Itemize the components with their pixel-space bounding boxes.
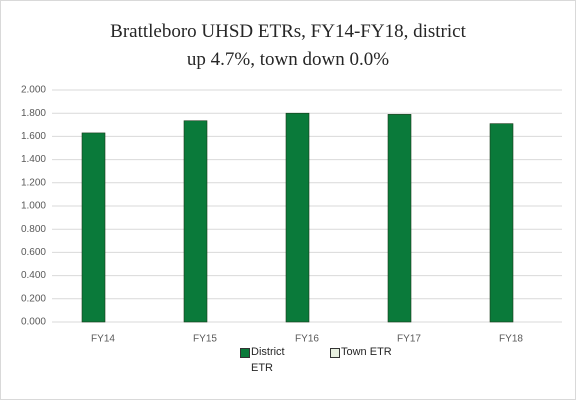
- y-tick-label: 2.000: [21, 85, 46, 96]
- x-tick-label: FY14: [91, 334, 115, 345]
- y-tick-label: 0.600: [21, 247, 46, 258]
- legend-label: Town ETR: [341, 346, 392, 358]
- x-tick-label: FY18: [499, 334, 523, 345]
- x-tick-label: FY17: [397, 334, 421, 345]
- bar: [183, 120, 208, 323]
- y-tick-label: 0.000: [21, 317, 46, 328]
- y-tick-label: 1.200: [21, 177, 46, 188]
- legend-swatch: [240, 348, 250, 358]
- y-tick-label: 0.800: [21, 224, 46, 235]
- chart-title: Brattleboro UHSD ETRs, FY14-FY18, distri…: [110, 21, 466, 70]
- y-tick-label: 1.000: [21, 201, 46, 212]
- bar: [81, 132, 106, 323]
- legend-label: District ETR: [251, 346, 285, 374]
- x-tick-label: FY16: [295, 334, 319, 345]
- y-tick-label: 1.800: [21, 108, 46, 119]
- bar: [285, 112, 310, 323]
- bar: [489, 123, 514, 323]
- bar: [387, 114, 412, 323]
- y-tick-label: 1.600: [21, 131, 46, 142]
- y-tick-label: 0.200: [21, 293, 46, 304]
- y-tick-label: 1.400: [21, 154, 46, 165]
- legend-swatch: [330, 348, 340, 358]
- x-tick-label: FY15: [193, 334, 217, 345]
- y-tick-label: 0.400: [21, 270, 46, 281]
